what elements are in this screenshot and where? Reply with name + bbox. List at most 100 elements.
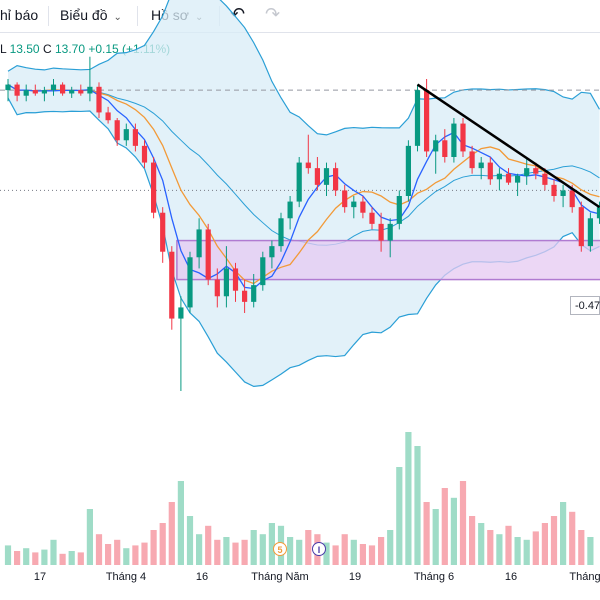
candle-body (396, 196, 402, 224)
candle-body (360, 201, 366, 213)
candle-body (60, 84, 66, 94)
x-axis: 17 Tháng 4 16 Tháng Năm 19 Tháng 6 16 Tháng (34, 571, 600, 583)
candle-body (32, 90, 38, 94)
candle-body (269, 246, 275, 258)
volume-bar (523, 539, 530, 565)
candle-body (351, 201, 357, 208)
event-marker[interactable]: I (312, 542, 326, 556)
candle-body (387, 223, 393, 241)
volume-bar (223, 537, 230, 565)
candle-body (524, 168, 530, 176)
volume-bar (387, 530, 394, 565)
candle-body (405, 145, 411, 196)
volume-bar (159, 523, 166, 565)
volume-bar (50, 539, 57, 565)
toolbar-divider (137, 6, 138, 26)
candle-body (478, 162, 484, 169)
candle-body (578, 207, 584, 247)
candle-body (69, 90, 75, 94)
low-value: 13.50 (9, 42, 40, 56)
x-tick-label: Tháng 4 (106, 571, 146, 583)
candle-body (469, 151, 475, 169)
support-zone-box (176, 239, 600, 281)
volume-bar (32, 552, 39, 565)
candle-body (169, 251, 175, 319)
indicators-menu[interactable]: hỉ báo (0, 7, 39, 23)
volume-bar (268, 523, 275, 565)
band-fill (8, 0, 600, 387)
candle-body (41, 90, 47, 94)
candle-body (433, 140, 439, 152)
volume-bar (368, 545, 376, 565)
candle-body (515, 175, 521, 183)
volume-bar (287, 537, 294, 565)
candle-body (141, 145, 148, 163)
redo-icon[interactable]: ↷ (265, 4, 281, 24)
chart-type-menu[interactable]: Biểu đồ ⌄ (60, 7, 122, 23)
candle-body (196, 229, 202, 258)
candle-body (496, 173, 502, 180)
candle-body (369, 212, 375, 224)
candle-body (232, 268, 239, 291)
low-label: L (0, 42, 7, 56)
x-tick-label: Tháng Năm (251, 571, 308, 583)
volume-bar (132, 545, 139, 565)
volume-bar (405, 432, 412, 565)
candle-body (278, 218, 284, 247)
volume-bar (150, 530, 157, 565)
candle-body (287, 201, 293, 219)
volume-bar (478, 523, 485, 565)
volume-bar (186, 516, 194, 565)
volume-bar (41, 549, 48, 565)
candle-body (333, 168, 339, 191)
event-marker[interactable]: 5 (273, 542, 287, 556)
candle-body (424, 90, 430, 152)
candle-body (442, 140, 448, 157)
volume-bar (350, 539, 357, 565)
volume-bar (68, 551, 75, 565)
candle-body (223, 268, 229, 297)
candle-body (487, 162, 493, 180)
band-upper-line (7, 0, 600, 136)
volume-bar (341, 534, 348, 565)
candle-body (560, 190, 566, 196)
close-label: C (42, 42, 52, 56)
x-tick-label: 19 (349, 571, 361, 583)
volume-bar (123, 548, 130, 565)
x-tick-label: 16 (196, 571, 208, 583)
volume-bar (560, 502, 567, 565)
volume-bar (332, 545, 339, 565)
volume-bar (469, 516, 476, 565)
candle-body (378, 223, 384, 241)
volume-bar (250, 530, 257, 565)
volume-bar (441, 488, 448, 565)
candle-body (114, 120, 120, 141)
candle-body (260, 257, 266, 286)
volume-bar (550, 516, 558, 565)
x-tick-label: 17 (34, 571, 46, 583)
candle-body (23, 90, 29, 96)
candle-body (314, 168, 320, 185)
volume-bar (414, 446, 421, 565)
volume-bar (323, 542, 330, 565)
volume-bar (114, 539, 121, 565)
volume-bar (496, 534, 503, 565)
volume-bar (23, 548, 30, 565)
volume-bar (241, 539, 248, 565)
candle-body (569, 190, 575, 208)
volume-bar (196, 534, 203, 565)
candle-body (551, 184, 557, 196)
volume-bar (432, 509, 439, 565)
volume-bar (259, 534, 266, 565)
bollinger-band (7, 0, 600, 387)
volume-bar (423, 502, 430, 565)
volume-bar (450, 497, 457, 565)
candle-body (187, 257, 193, 308)
candle-body (132, 129, 138, 146)
volume-bar (232, 542, 239, 565)
support-zone (176, 239, 600, 281)
candle-body (505, 173, 512, 183)
candle-body (242, 290, 248, 302)
candle-body (587, 218, 593, 247)
